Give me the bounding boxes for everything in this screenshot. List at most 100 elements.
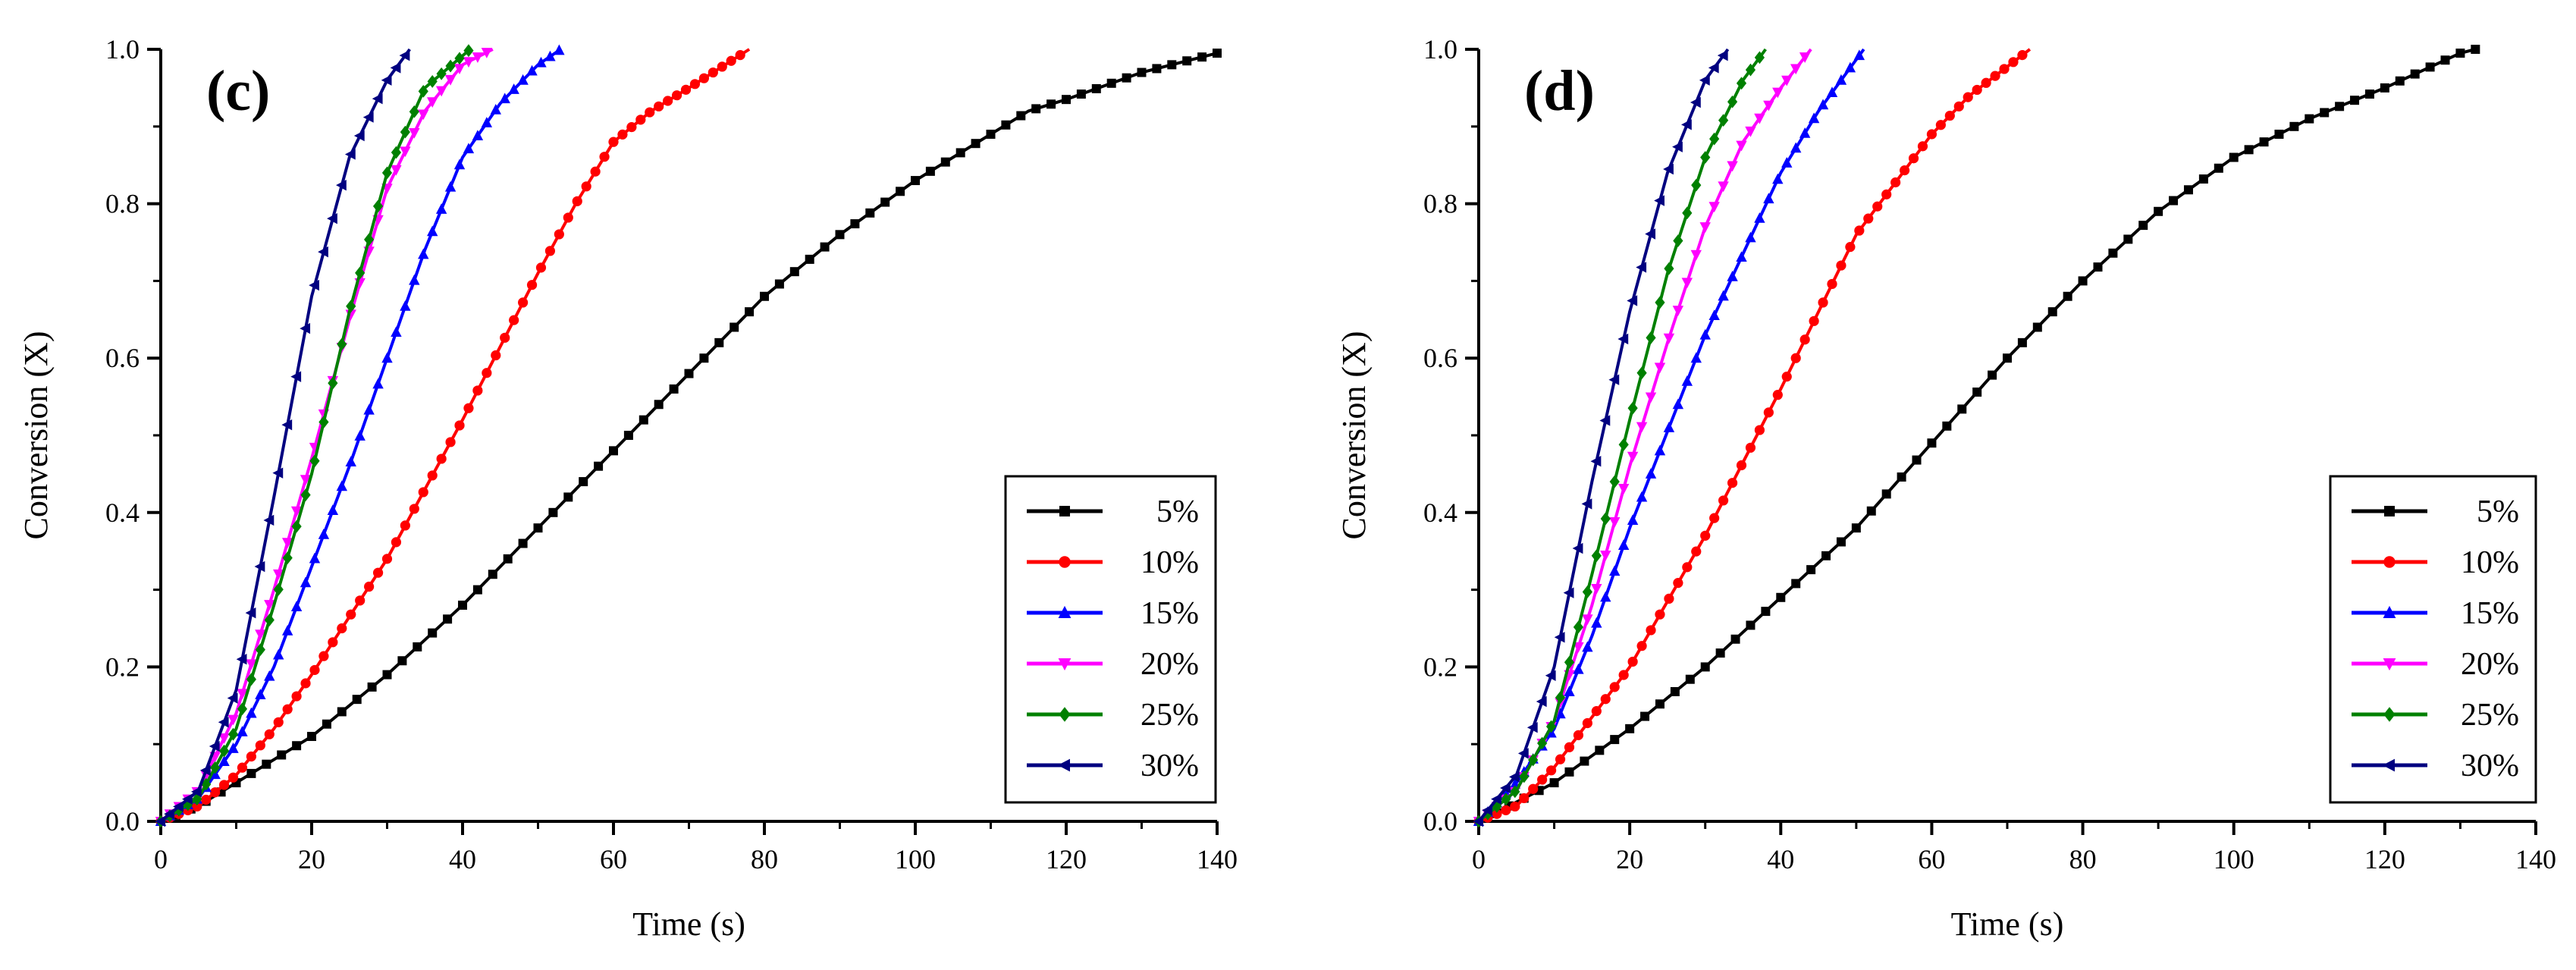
marker-triangle-up xyxy=(1799,127,1811,138)
marker-triangle-left xyxy=(399,49,410,61)
marker-square xyxy=(322,719,331,729)
marker-circle xyxy=(463,403,474,413)
marker-triangle-left xyxy=(1536,695,1547,708)
marker-square xyxy=(1957,404,1967,414)
marker-triangle-left xyxy=(281,419,293,431)
marker-square xyxy=(2410,69,2420,79)
marker-diamond xyxy=(309,454,320,468)
legend-label: 30% xyxy=(1141,749,1199,783)
marker-triangle-up xyxy=(318,528,330,539)
marker-circle xyxy=(1899,165,1910,176)
marker-diamond xyxy=(1700,151,1711,164)
marker-circle xyxy=(1673,578,1683,589)
marker-circle xyxy=(1537,774,1548,785)
marker-triangle-left xyxy=(182,793,193,805)
marker-triangle-down xyxy=(1591,583,1602,595)
marker-triangle-left xyxy=(344,149,356,160)
marker-square xyxy=(684,369,694,378)
marker-square xyxy=(789,267,799,277)
marker-circle xyxy=(1972,84,1982,96)
marker-circle xyxy=(1655,609,1665,620)
marker-circle xyxy=(1881,189,1892,199)
marker-circle xyxy=(210,787,221,798)
marker-triangle-left xyxy=(1717,49,1728,61)
marker-triangle-up xyxy=(273,648,284,660)
marker-diamond xyxy=(300,488,311,501)
marker-triangle-down xyxy=(246,659,257,670)
marker-triangle-up xyxy=(1745,231,1756,243)
marker-circle xyxy=(201,794,212,805)
legend-item: 30% xyxy=(1027,749,1199,783)
marker-diamond xyxy=(1591,549,1602,563)
marker-triangle-up xyxy=(1627,514,1639,525)
marker-triangle-left xyxy=(1699,74,1710,86)
marker-triangle-up xyxy=(1808,112,1820,124)
marker-square xyxy=(2003,353,2012,363)
legend-label: 5% xyxy=(2477,494,2519,529)
marker-triangle-down xyxy=(281,538,293,549)
marker-diamond xyxy=(418,84,428,98)
marker-square xyxy=(2229,152,2239,162)
marker-square xyxy=(1670,686,1680,696)
marker-circle xyxy=(1944,110,1955,121)
marker-diamond xyxy=(391,146,402,159)
marker-circle xyxy=(671,90,682,101)
marker-circle xyxy=(1818,297,1828,308)
legend-item: 20% xyxy=(1027,647,1199,682)
legend-item: 25% xyxy=(2352,698,2519,733)
marker-triangle-up xyxy=(1681,375,1693,386)
series-line xyxy=(159,48,472,823)
marker-triangle-up xyxy=(1727,270,1738,281)
marker-square xyxy=(1806,565,1816,575)
marker-circle xyxy=(1646,625,1656,636)
marker-diamond xyxy=(328,376,338,390)
marker-circle xyxy=(391,537,402,548)
marker-triangle-left xyxy=(1608,374,1620,385)
panel-label: (c) xyxy=(206,59,270,123)
marker-triangle-up xyxy=(1690,352,1702,363)
marker-triangle-down xyxy=(1058,658,1072,671)
marker-circle xyxy=(454,420,465,431)
marker-circle xyxy=(337,623,347,634)
marker-circle xyxy=(309,664,320,676)
marker-circle xyxy=(472,385,483,396)
y-tick-label: 0.0 xyxy=(1423,806,1457,837)
legend-item: 25% xyxy=(1027,698,1199,733)
marker-triangle-up xyxy=(1058,605,1072,618)
marker-diamond xyxy=(436,67,447,80)
series-line xyxy=(1477,48,1730,823)
marker-circle xyxy=(1827,278,1837,290)
marker-square xyxy=(2320,108,2330,118)
marker-square xyxy=(1897,472,1906,482)
marker-triangle-up xyxy=(1672,398,1684,410)
marker-triangle-left xyxy=(1500,782,1511,794)
marker-circle xyxy=(1600,694,1611,705)
marker-circle xyxy=(1528,783,1539,794)
legend-item: 15% xyxy=(2352,596,2519,631)
marker-triangle-left xyxy=(227,692,238,704)
marker-triangle-left xyxy=(353,130,365,142)
legend: 5% 10% 15% 20% 25% 30% xyxy=(1004,475,1217,804)
marker-diamond xyxy=(400,125,410,139)
marker-circle xyxy=(264,729,275,739)
marker-triangle-left xyxy=(336,179,347,191)
marker-triangle-left xyxy=(1617,333,1629,345)
marker-circle xyxy=(418,487,428,498)
legend-box xyxy=(2329,475,2537,804)
marker-triangle-left xyxy=(1526,722,1538,733)
marker-triangle-left xyxy=(1473,815,1483,827)
marker-diamond xyxy=(1600,512,1611,526)
marker-circle xyxy=(2017,50,2028,61)
y-tick-label: 0.8 xyxy=(1423,189,1457,219)
y-tick-label: 0.8 xyxy=(105,189,140,219)
series-line xyxy=(160,48,751,823)
x-tick-label: 40 xyxy=(449,844,476,874)
marker-circle xyxy=(626,122,637,133)
marker-triangle-left xyxy=(1572,542,1583,554)
marker-circle xyxy=(372,567,384,578)
marker-circle xyxy=(445,437,456,447)
marker-triangle-down xyxy=(1636,422,1648,433)
marker-triangle-down xyxy=(273,569,284,580)
y-tick-label: 0.6 xyxy=(1423,343,1457,373)
marker-square xyxy=(760,291,769,301)
